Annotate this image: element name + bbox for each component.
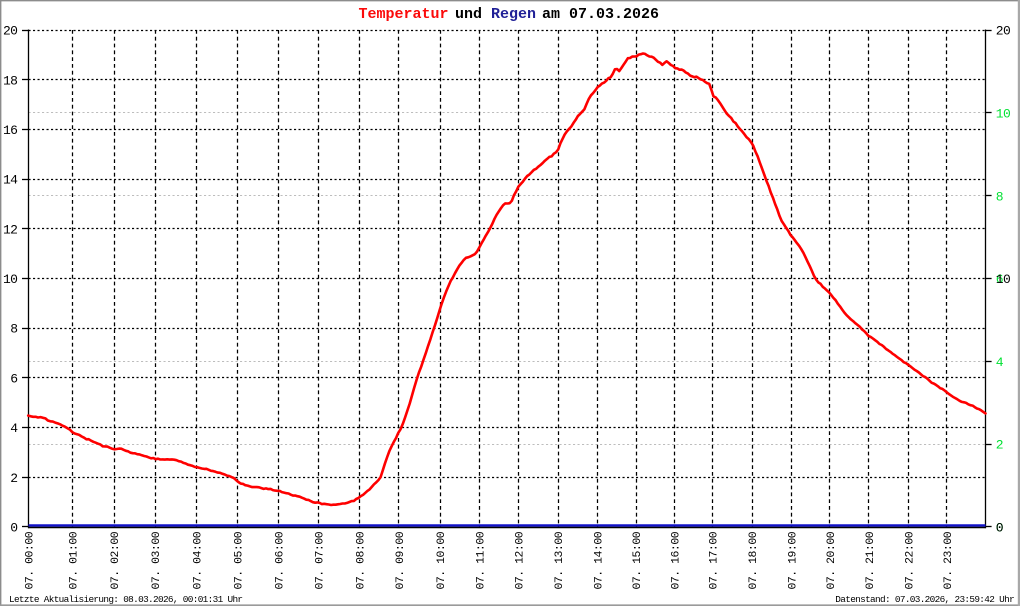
svg-text:und: und: [455, 6, 482, 23]
svg-text:12: 12: [3, 222, 17, 237]
svg-text:07. 00:00: 07. 00:00: [24, 531, 36, 589]
svg-text:Temperatur: Temperatur: [359, 6, 449, 23]
svg-text:07. 16:00: 07. 16:00: [671, 531, 683, 589]
svg-text:07. 23:00: 07. 23:00: [943, 531, 955, 589]
svg-text:6: 6: [996, 272, 1003, 287]
svg-text:0: 0: [996, 521, 1003, 536]
svg-text:18: 18: [3, 73, 17, 88]
svg-text:07. 19:00: 07. 19:00: [788, 531, 800, 589]
svg-text:2: 2: [10, 471, 17, 486]
svg-text:07. 20:00: 07. 20:00: [826, 531, 838, 589]
svg-text:07. 13:00: 07. 13:00: [554, 531, 566, 589]
svg-text:Datenstand: 07.03.2026, 23:59:: Datenstand: 07.03.2026, 23:59:42 Uhr: [835, 594, 1014, 605]
svg-text:8: 8: [10, 322, 17, 337]
svg-text:am 07.03.2026: am 07.03.2026: [542, 6, 659, 23]
svg-text:07. 07:00: 07. 07:00: [314, 531, 326, 589]
svg-text:10: 10: [996, 107, 1010, 122]
svg-text:14: 14: [3, 173, 18, 188]
svg-text:07. 18:00: 07. 18:00: [748, 531, 760, 589]
svg-text:2: 2: [996, 438, 1003, 453]
svg-text:4: 4: [10, 421, 18, 436]
svg-text:07. 15:00: 07. 15:00: [632, 531, 644, 589]
svg-text:20: 20: [996, 24, 1010, 39]
svg-text:07. 09:00: 07. 09:00: [395, 531, 407, 589]
svg-text:20: 20: [3, 24, 17, 39]
svg-text:07. 11:00: 07. 11:00: [476, 531, 488, 589]
svg-text:07. 08:00: 07. 08:00: [355, 531, 367, 589]
svg-text:6: 6: [10, 371, 17, 386]
svg-text:4: 4: [996, 355, 1004, 370]
svg-text:07. 10:00: 07. 10:00: [436, 531, 448, 589]
svg-text:0: 0: [10, 521, 17, 536]
svg-text:07. 02:00: 07. 02:00: [110, 531, 122, 589]
svg-text:07. 12:00: 07. 12:00: [515, 531, 527, 589]
svg-text:07. 17:00: 07. 17:00: [709, 531, 721, 589]
svg-text:Letzte Aktualisierung: 08.03.2: Letzte Aktualisierung: 08.03.2026, 00:01…: [9, 594, 242, 605]
svg-text:07. 21:00: 07. 21:00: [865, 531, 877, 589]
svg-text:07. 03:00: 07. 03:00: [151, 531, 163, 589]
svg-text:Regen: Regen: [491, 6, 536, 23]
svg-text:0: 0: [996, 521, 1003, 536]
svg-text:07. 05:00: 07. 05:00: [234, 531, 246, 589]
svg-text:07. 14:00: 07. 14:00: [593, 531, 605, 589]
svg-text:10: 10: [996, 272, 1010, 287]
svg-text:07. 04:00: 07. 04:00: [193, 531, 205, 589]
svg-text:16: 16: [3, 123, 17, 138]
svg-text:07. 01:00: 07. 01:00: [68, 531, 80, 589]
svg-text:10: 10: [3, 272, 17, 287]
svg-text:8: 8: [996, 189, 1003, 204]
svg-text:07. 22:00: 07. 22:00: [905, 531, 917, 589]
svg-text:07. 06:00: 07. 06:00: [275, 531, 287, 589]
